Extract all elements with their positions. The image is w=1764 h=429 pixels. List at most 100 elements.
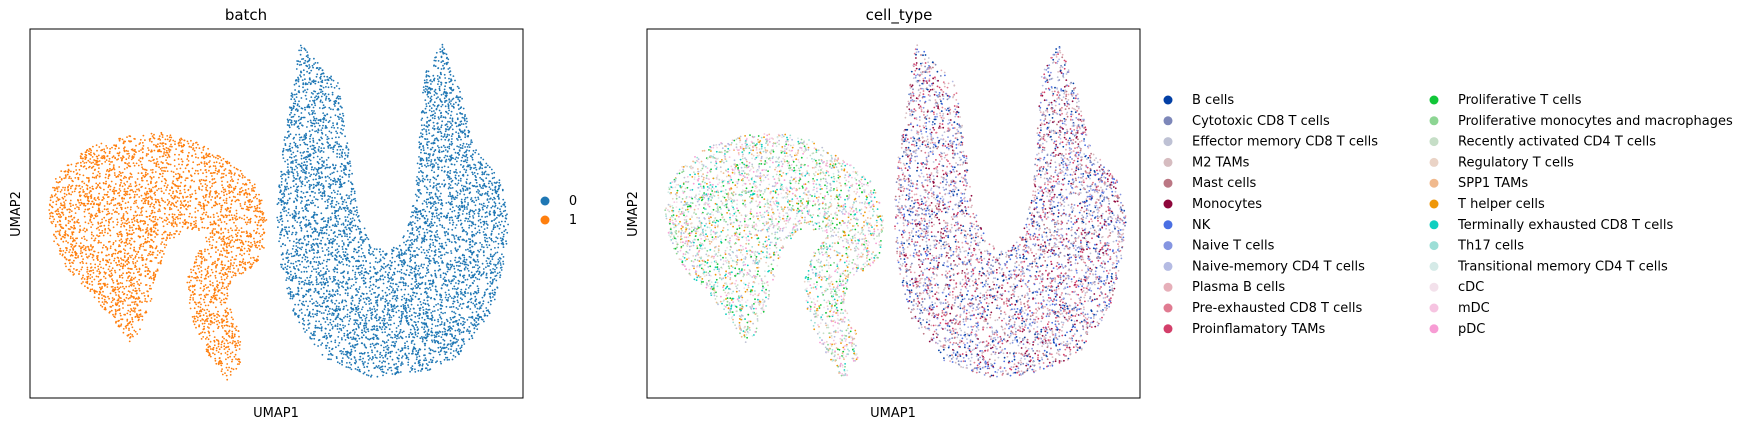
batch-point (289, 150, 292, 152)
batch-point (430, 163, 433, 166)
batch-point (491, 192, 494, 195)
batch-point (466, 159, 469, 162)
batch-point (309, 140, 311, 143)
batch-point (486, 199, 489, 201)
batch-point (313, 331, 315, 333)
batch-point (433, 125, 435, 127)
batch-point (351, 172, 353, 175)
batch-point (284, 226, 286, 229)
batch-point (291, 278, 294, 281)
batch-point (369, 307, 371, 310)
batch-point (463, 168, 466, 171)
batch-point (433, 110, 435, 112)
batch-point (416, 195, 418, 197)
batch-point (316, 238, 319, 241)
batch-point (354, 368, 357, 370)
batch-point (326, 79, 328, 81)
batch-point (456, 299, 459, 302)
batch-point (284, 186, 287, 189)
batch-point (445, 128, 448, 131)
batch-point (360, 270, 363, 272)
batch-point (446, 125, 449, 128)
batch-point (311, 232, 314, 234)
batch-point (453, 285, 456, 288)
batch-point (375, 257, 377, 260)
batch-point (491, 258, 494, 261)
batch-point (321, 163, 324, 166)
batch-point (458, 330, 461, 333)
batch-point (411, 272, 413, 274)
batch-point (425, 228, 428, 231)
batch-point (409, 328, 412, 331)
batch-point (284, 263, 286, 266)
batch-point (291, 96, 294, 98)
batch-point (306, 51, 309, 53)
batch-point (450, 156, 452, 159)
batch-point (313, 80, 316, 83)
batch-point (451, 119, 454, 121)
batch-point (379, 368, 382, 371)
batch-point (410, 367, 412, 369)
batch-point (486, 240, 489, 243)
batch-point (399, 259, 402, 262)
batch-point (324, 243, 327, 246)
batch-point (426, 333, 429, 336)
batch-point (306, 160, 308, 163)
batch-point (354, 197, 356, 200)
batch-point (339, 323, 342, 326)
batch-point (409, 370, 411, 373)
batch-point (459, 273, 461, 276)
batch-point (314, 334, 316, 337)
batch-point (319, 158, 321, 161)
batch-point (441, 50, 443, 53)
batch-point (455, 205, 458, 207)
batch-point (356, 309, 359, 311)
batch-point (442, 312, 444, 315)
batch-point (343, 168, 346, 171)
batch-point (298, 64, 301, 66)
batch-point (326, 82, 329, 85)
batch-point (373, 305, 375, 308)
batch-point (439, 274, 442, 277)
batch-point (327, 217, 330, 220)
batch-point (339, 193, 342, 196)
batch-point (381, 331, 384, 334)
batch-point (298, 283, 301, 285)
batch-point (381, 370, 384, 373)
batch-point (496, 272, 499, 275)
batch-point (384, 300, 387, 303)
batch-point (465, 143, 468, 145)
batch-point (309, 119, 312, 122)
batch-point (290, 106, 293, 109)
batch-point (425, 75, 428, 78)
batch-point (313, 256, 316, 258)
batch-point (325, 305, 327, 308)
batch-point (321, 132, 324, 135)
batch-point (327, 198, 330, 201)
batch-point (362, 357, 364, 360)
batch-point (351, 296, 354, 299)
batch-point (348, 342, 351, 345)
batch-point (449, 260, 452, 262)
batch-point (360, 244, 363, 247)
batch-point (317, 290, 320, 293)
batch-point (449, 267, 452, 269)
batch-point (339, 206, 342, 209)
batch-point (382, 256, 384, 259)
batch-point (332, 150, 335, 153)
batch-point (444, 296, 447, 299)
batch-point (460, 147, 462, 149)
batch-point (300, 136, 303, 139)
batch-point (444, 101, 446, 103)
batch-point (356, 225, 359, 228)
batch-point (304, 106, 306, 109)
batch-point (388, 313, 391, 316)
batch-point (295, 260, 297, 263)
batch-point (459, 235, 462, 238)
batch-point (348, 173, 351, 176)
batch-point (455, 241, 457, 244)
batch-point (305, 172, 307, 175)
batch-point (455, 250, 458, 253)
batch-point (331, 308, 334, 310)
batch-point (420, 119, 423, 121)
